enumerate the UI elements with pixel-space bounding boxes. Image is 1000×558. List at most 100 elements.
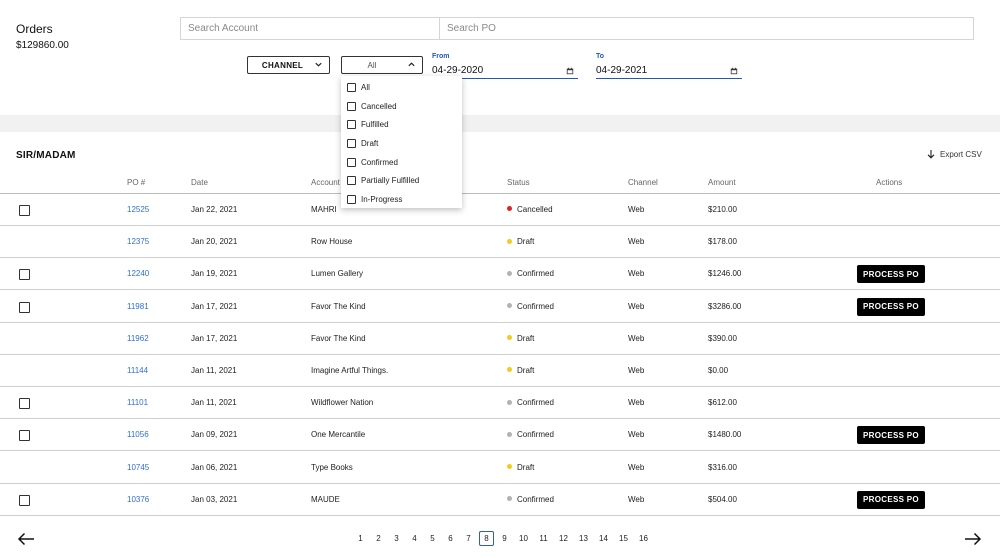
checkbox[interactable] xyxy=(347,138,356,148)
status-option[interactable]: Fulfilled xyxy=(341,115,462,134)
status-option-label: In-Progress xyxy=(361,194,403,204)
po-link[interactable]: 12240 xyxy=(127,269,150,279)
checkbox[interactable] xyxy=(347,176,356,186)
process-po-button[interactable]: PROCESS PO xyxy=(857,490,925,509)
from-date-field[interactable]: 04-29-2020 xyxy=(432,63,578,79)
status-dot-icon xyxy=(507,302,512,308)
channel-select-label: CHANNEL xyxy=(261,60,304,70)
section-title: SIR/MADAM xyxy=(16,150,76,161)
status-dot-icon xyxy=(507,496,512,502)
checkbox[interactable] xyxy=(347,120,356,130)
page-7[interactable]: 7 xyxy=(466,534,471,543)
status-cell: Draft xyxy=(507,323,534,355)
column-header-channel: Channel xyxy=(628,178,658,187)
page-5[interactable]: 5 xyxy=(430,534,435,543)
process-po-button[interactable]: PROCESS PO xyxy=(857,426,925,445)
page-11[interactable]: 11 xyxy=(539,534,548,543)
page-16[interactable]: 16 xyxy=(639,534,648,543)
status-label: Confirmed xyxy=(517,430,554,440)
po-link[interactable]: 11056 xyxy=(127,430,149,440)
checkbox[interactable] xyxy=(347,194,356,204)
export-csv-button[interactable]: Export CSV xyxy=(926,149,982,159)
arrow-left-icon[interactable] xyxy=(17,532,35,546)
po-link[interactable]: 10745 xyxy=(127,462,150,472)
po-link[interactable]: 10376 xyxy=(127,494,150,504)
row-checkbox[interactable] xyxy=(19,494,30,506)
row-checkbox[interactable] xyxy=(19,269,30,281)
checkbox[interactable] xyxy=(347,82,356,92)
status-option-label: Confirmed xyxy=(361,157,398,167)
search-account-box xyxy=(180,17,440,40)
po-link[interactable]: 11101 xyxy=(127,398,149,408)
row-checkbox[interactable] xyxy=(19,205,30,216)
status-cell: Confirmed xyxy=(507,258,554,290)
status-cell: Confirmed xyxy=(507,484,554,516)
channel-cell: Web xyxy=(628,398,645,408)
status-select[interactable]: All xyxy=(341,56,423,74)
chevron-up-icon xyxy=(408,62,415,67)
status-option[interactable]: Draft xyxy=(341,134,462,153)
status-option-label: Fulfilled xyxy=(361,120,389,130)
status-cell: Confirmed xyxy=(507,387,554,419)
row-checkbox[interactable] xyxy=(19,301,30,313)
arrow-down-icon xyxy=(927,150,935,159)
to-date-field[interactable]: 04-29-2021 xyxy=(596,63,742,79)
page-2[interactable]: 2 xyxy=(376,534,381,543)
po-link[interactable]: 11144 xyxy=(127,366,149,375)
to-date-label: To xyxy=(596,53,605,60)
checkbox[interactable] xyxy=(347,157,356,167)
status-label: Confirmed xyxy=(517,301,554,311)
status-dot-icon xyxy=(507,238,512,244)
row-checkbox[interactable] xyxy=(19,430,30,442)
page-15[interactable]: 15 xyxy=(619,534,628,543)
status-option[interactable]: Confirmed xyxy=(341,153,462,172)
calendar-icon[interactable] xyxy=(730,67,738,75)
po-link[interactable]: 12375 xyxy=(127,237,150,247)
row-checkbox[interactable] xyxy=(19,398,30,410)
page-1[interactable]: 1 xyxy=(358,534,363,543)
table-row: 11981 Jan 17, 2021 Favor The Kind Confirmed… xyxy=(0,291,1000,323)
order-date: Jan 06, 2021 xyxy=(191,462,238,472)
status-label: Draft xyxy=(517,462,535,472)
order-date: Jan 17, 2021 xyxy=(191,301,238,311)
page-10[interactable]: 10 xyxy=(519,534,528,543)
page-12[interactable]: 12 xyxy=(559,534,568,543)
page-9[interactable]: 9 xyxy=(502,534,507,543)
page-13[interactable]: 13 xyxy=(579,534,588,543)
process-po-button[interactable]: PROCESS PO xyxy=(857,265,925,284)
calendar-icon[interactable] xyxy=(566,67,574,75)
account-name: Lumen Gallery xyxy=(311,269,364,279)
column-header-account: Account xyxy=(311,178,340,187)
amount-cell: $178.00 xyxy=(708,237,737,247)
status-option[interactable]: In-Progress xyxy=(341,190,462,209)
page-8[interactable]: 8 xyxy=(479,531,494,546)
status-option[interactable]: Partially Fulfilled xyxy=(341,171,462,190)
account-name: Imagine Artful Things. xyxy=(311,366,389,375)
order-date: Jan 09, 2021 xyxy=(191,430,238,440)
search-account-input[interactable] xyxy=(181,18,439,39)
arrow-right-icon[interactable] xyxy=(964,532,982,546)
po-link[interactable]: 11981 xyxy=(127,301,149,311)
page-4[interactable]: 4 xyxy=(412,534,417,543)
order-date: Jan 17, 2021 xyxy=(191,333,238,343)
search-po-input[interactable] xyxy=(440,18,973,39)
status-option[interactable]: Cancelled xyxy=(341,97,462,116)
status-dot-icon xyxy=(507,206,512,212)
po-link[interactable]: 11962 xyxy=(127,333,149,343)
channel-select[interactable]: CHANNEL xyxy=(247,56,330,74)
column-header-actions: Actions xyxy=(876,178,903,187)
header-divider xyxy=(0,193,1000,194)
checkbox[interactable] xyxy=(347,101,356,111)
process-po-button[interactable]: PROCESS PO xyxy=(857,297,925,316)
channel-cell: Web xyxy=(628,301,645,311)
page-3[interactable]: 3 xyxy=(394,534,399,543)
status-option[interactable]: All xyxy=(341,78,462,97)
po-link[interactable]: 12525 xyxy=(127,205,150,214)
account-name: Favor The Kind xyxy=(311,301,366,311)
status-label: Draft xyxy=(517,237,535,247)
page-6[interactable]: 6 xyxy=(448,534,453,543)
status-select-value: All xyxy=(367,60,377,70)
page-14[interactable]: 14 xyxy=(599,534,608,543)
status-cell: Confirmed xyxy=(507,291,554,323)
from-date-value: 04-29-2020 xyxy=(432,65,484,76)
